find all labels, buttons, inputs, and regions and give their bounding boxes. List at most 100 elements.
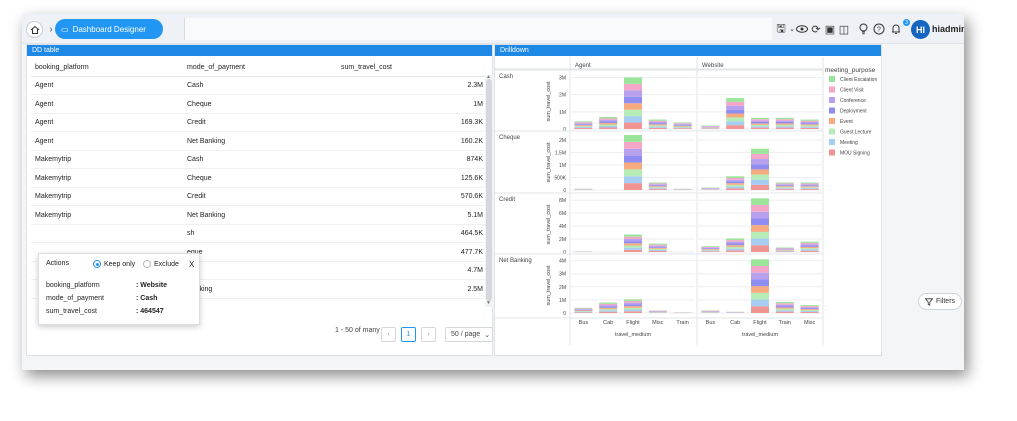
table-row[interactable]: Agent Cash 2.3M — [31, 77, 487, 95]
table-row[interactable]: Agent Cheque 1M — [31, 96, 487, 114]
scrollbar-thumb[interactable] — [486, 79, 492, 301]
lightbulb-icon[interactable] — [856, 22, 870, 36]
bar-segment — [599, 309, 618, 311]
bar-segment — [751, 159, 769, 165]
bar-segment — [726, 184, 745, 187]
bar-segment — [751, 124, 769, 127]
bar-segment — [624, 311, 642, 313]
legend-swatch — [829, 86, 835, 93]
bar-segment — [726, 113, 745, 118]
bar-segment — [800, 121, 819, 124]
pagination-range: 1 - 50 of many — [335, 327, 380, 334]
bar-segment — [726, 101, 745, 106]
column-header[interactable]: sum_travel_cost — [341, 64, 392, 71]
bar-segment — [726, 188, 745, 190]
refresh-icon[interactable]: ⟳ — [811, 23, 821, 36]
cell-booking-platform: Makemytrip — [35, 174, 72, 182]
scroll-down-icon[interactable]: ▼ — [486, 300, 491, 306]
bar-segment — [800, 184, 819, 186]
bar-segment — [751, 117, 769, 120]
bar-segment — [751, 126, 769, 128]
bar-segment — [775, 189, 794, 190]
bar-segment — [624, 77, 642, 84]
bar-segment — [775, 126, 794, 128]
y-tick-label: 4M — [559, 224, 566, 230]
field-label: booking_platform — [46, 282, 100, 289]
bar-segment — [648, 187, 667, 189]
bar-segment — [775, 186, 794, 188]
table-row[interactable]: Makemytrip Net Banking 5.1M — [31, 207, 487, 225]
bar-segment — [775, 301, 794, 304]
user-menu[interactable]: hiadmin⌄ — [932, 24, 964, 34]
bar-segment — [701, 250, 720, 252]
bar-segment — [726, 98, 745, 102]
bar-segment — [673, 123, 692, 125]
cell-mode-of-payment: Net Banking — [187, 137, 226, 145]
bar-segment — [624, 141, 642, 149]
bar-segment — [648, 249, 667, 251]
bar-segment — [751, 225, 769, 232]
bar-segment — [624, 307, 642, 310]
x-tick-label: Misc — [804, 320, 816, 326]
exclude-radio[interactable]: Exclude — [143, 260, 179, 268]
bar-segment — [800, 125, 819, 127]
bar-segment — [624, 247, 642, 250]
bar-segment — [800, 186, 819, 188]
table-row[interactable]: Makemytrip Credit 570.6K — [31, 188, 487, 206]
bar-segment — [726, 105, 745, 110]
bar-segment — [800, 126, 819, 128]
bar-segment — [751, 286, 769, 293]
page-size-select[interactable]: 50 / page ⌄ — [445, 327, 493, 342]
bar-segment — [800, 185, 819, 187]
bell-icon[interactable] — [889, 22, 903, 36]
table-row[interactable]: Makemytrip Cash 874K — [31, 151, 487, 169]
chevron-down-icon[interactable]: ⌄ — [789, 26, 795, 33]
table-row[interactable]: Agent Credit 169.3K — [31, 114, 487, 132]
bar-segment — [624, 304, 642, 307]
bar-segment — [624, 148, 642, 156]
eye-icon[interactable] — [795, 22, 809, 36]
field-value: : Website — [136, 282, 167, 289]
panel-title: Drilldown — [495, 45, 881, 56]
cell-sum-travel-cost: 5.1M — [467, 211, 483, 219]
table-row[interactable]: sh 464.5K — [31, 225, 487, 243]
table-row[interactable]: eque 477.7K — [31, 244, 487, 262]
close-icon[interactable]: X — [189, 260, 195, 269]
keep-only-radio[interactable]: Keep only — [93, 260, 135, 268]
vertical-scrollbar[interactable] — [485, 75, 493, 307]
bar-segment — [775, 117, 794, 120]
monitor-icon[interactable]: ▣ — [824, 23, 836, 36]
bar-segment — [624, 155, 642, 163]
bar-segment — [800, 312, 819, 313]
layout-icon[interactable]: ◫ — [838, 23, 850, 36]
filters-button[interactable]: Filters — [918, 293, 962, 310]
legend-swatch — [829, 139, 835, 145]
column-header[interactable]: mode_of_payment — [187, 64, 245, 71]
bar-segment — [775, 249, 794, 250]
page-number-button[interactable]: 1 — [401, 327, 416, 342]
x-tick-label: Bus — [579, 320, 589, 326]
bar-segment — [800, 183, 819, 185]
x-axis-label: travel_medium — [615, 332, 651, 338]
breadcrumb-dashboard-designer[interactable]: ▭ Dashboard Designer — [55, 19, 163, 39]
cell-booking-platform: Agent — [35, 119, 54, 126]
bar-segment — [574, 128, 593, 129]
y-axis-label: sum_travel_cost — [546, 142, 552, 183]
avatar[interactable]: HI — [911, 20, 930, 39]
home-icon[interactable] — [26, 21, 43, 38]
table-row[interactable]: Agent Net Banking 160.2K — [31, 133, 487, 151]
table-row[interactable]: Makemytrip Cheque 125.6K — [31, 170, 487, 188]
prev-page-button[interactable]: ‹ — [381, 327, 396, 342]
next-page-button[interactable]: › — [421, 327, 436, 342]
cell-mode-of-payment: Net Banking — [187, 211, 226, 219]
bar-segment — [800, 187, 819, 189]
bar-segment — [648, 119, 667, 121]
bar-segment — [726, 181, 745, 184]
scroll-up-icon[interactable]: ▲ — [486, 74, 491, 80]
bar-segment — [624, 90, 642, 97]
save-icon[interactable]: 🖫 — [776, 22, 786, 35]
help-icon[interactable]: ? — [872, 22, 886, 36]
column-header[interactable]: booking_platform — [35, 64, 89, 71]
bar-segment — [673, 125, 692, 127]
cell-sum-travel-cost: 169.3K — [460, 119, 483, 126]
